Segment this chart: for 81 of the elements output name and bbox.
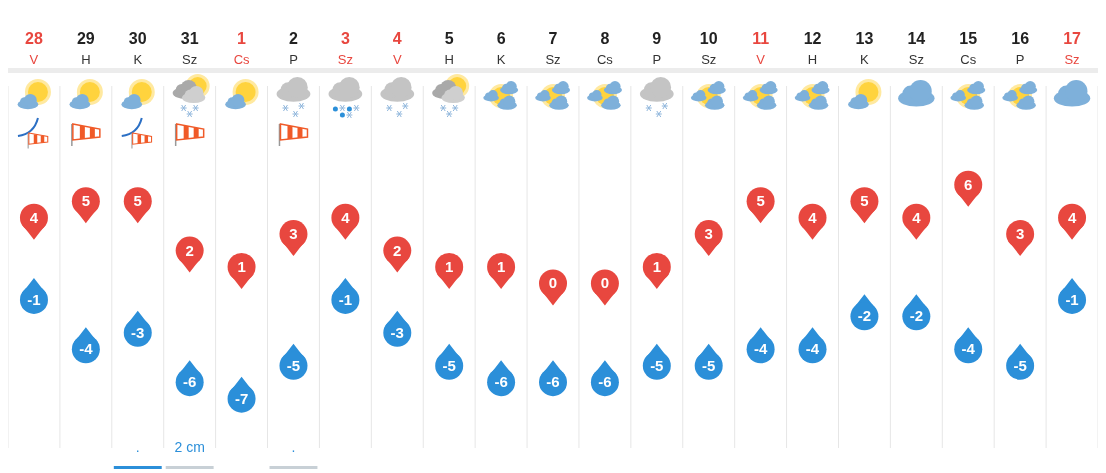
x-tick-label: 13 K — [855, 30, 874, 67]
x-tick-label: 14 Sz — [907, 30, 926, 67]
data-label: -6 — [598, 373, 612, 391]
x-tick-label: 4 V — [392, 30, 402, 67]
point — [487, 253, 516, 281]
data-label: -4 — [79, 340, 94, 358]
point — [850, 187, 879, 216]
data-label: 3 — [289, 225, 298, 243]
data-label: 1 — [237, 258, 246, 275]
data-label: -4 — [753, 340, 768, 358]
data-label: 5 — [133, 192, 142, 210]
data-label: 3 — [1015, 225, 1025, 243]
data-label: 1 — [652, 258, 661, 275]
data-label: -6 — [546, 373, 560, 391]
x-tick-label: 10 Sz — [699, 30, 718, 67]
data-label: -5 — [702, 356, 716, 374]
point — [71, 187, 100, 216]
point — [590, 269, 619, 298]
data-label: 4 — [341, 208, 351, 226]
data-label: -2 — [857, 307, 872, 325]
data-label: -1 — [338, 290, 353, 308]
point — [227, 253, 256, 281]
data-label: -1 — [27, 290, 41, 308]
data-label: 0 — [548, 274, 558, 292]
data-label: -6 — [494, 373, 508, 391]
point — [175, 236, 204, 265]
x-tick-label: 17 Sz — [1063, 30, 1082, 67]
data-label: -1 — [1065, 290, 1079, 308]
data-label: 4 — [912, 208, 922, 226]
data-label: 6 — [964, 175, 973, 193]
data-label: 4 — [808, 208, 818, 226]
x-tick-label: 28 V — [25, 30, 43, 67]
point — [1006, 220, 1035, 249]
data-label: 1 — [496, 258, 506, 275]
data-label: -5 — [286, 356, 301, 374]
x-tick-label: 2 P — [289, 30, 299, 67]
x-tick-label: 6 K — [496, 30, 506, 67]
data-label: 5 — [756, 192, 765, 210]
data-label: -7 — [234, 389, 249, 407]
data-label: 4 — [1067, 208, 1077, 226]
x-tick-label: 29 H — [76, 30, 95, 67]
text: . — [291, 439, 296, 455]
x-tick-label: 16 P — [1011, 30, 1030, 67]
data-label: -6 — [182, 373, 197, 391]
data-label: -4 — [961, 340, 976, 358]
data-label: -5 — [650, 356, 664, 374]
x-tick-label: 11 V — [752, 30, 770, 67]
data-label: 4 — [29, 208, 39, 226]
point — [19, 203, 48, 232]
point — [539, 269, 567, 298]
data-label: 2 — [393, 241, 402, 259]
x-tick-label: 31 Sz — [180, 30, 199, 67]
data-label: 0 — [600, 274, 610, 292]
data-label: -4 — [805, 340, 820, 358]
data-label: 2 — [185, 241, 194, 259]
x-tick-label: 7 Sz — [545, 30, 561, 67]
data-label: -5 — [442, 356, 456, 374]
point — [123, 187, 152, 216]
data-label: 5 — [860, 192, 869, 210]
data-label: -3 — [131, 323, 145, 341]
data-label: -3 — [390, 323, 404, 341]
point — [435, 253, 464, 281]
x-tick-label: 30 K — [128, 30, 147, 67]
point — [642, 253, 671, 281]
x-tick-label: 15 Cs — [959, 30, 978, 67]
text: 2 cm — [174, 439, 205, 455]
data-label: -5 — [1013, 356, 1027, 374]
x-tick-label: 9 P — [652, 30, 662, 67]
x-tick-label: 5 H — [444, 30, 454, 67]
data-label: -2 — [909, 307, 924, 325]
data-label: 3 — [704, 225, 713, 243]
x-tick-label: 3 Sz — [337, 30, 353, 67]
x-tick-label: 1 Cs — [233, 30, 251, 67]
x-tick-label: 12 H — [803, 30, 822, 67]
data-label: 5 — [81, 192, 91, 210]
point — [694, 220, 723, 249]
x-tick-label: 8 Cs — [596, 30, 614, 67]
text: . — [135, 439, 140, 455]
point — [746, 187, 775, 216]
data-label: 1 — [445, 258, 454, 275]
point — [279, 220, 308, 249]
